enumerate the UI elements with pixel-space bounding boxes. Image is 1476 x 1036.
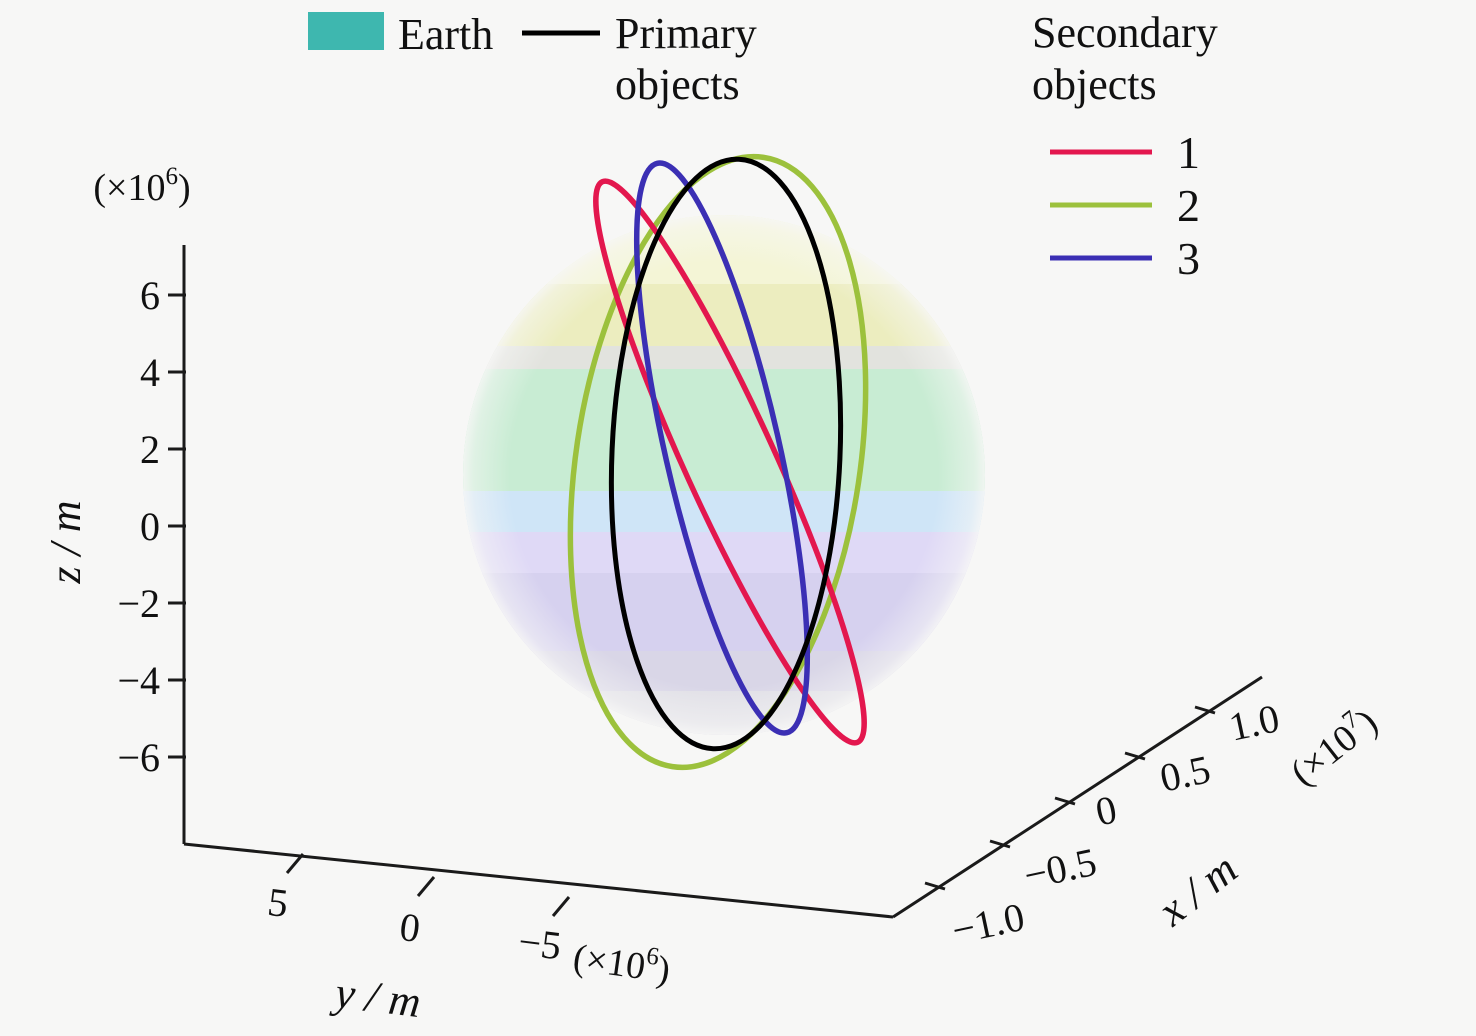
z-axis-title: z / m <box>41 500 90 584</box>
z-scale-exponent: 6 <box>165 163 178 190</box>
earth-rim-shading <box>463 215 985 735</box>
y-tick-mark <box>551 896 571 917</box>
primary-legend-label-line2: objects <box>615 60 740 109</box>
y-scale-close: ) <box>654 948 672 991</box>
primary-legend-label-line1: Primary <box>615 9 757 58</box>
z-axis-scale: (×106) <box>93 163 190 209</box>
orbit-curves <box>567 153 869 771</box>
x-tick-label: 0 <box>1092 786 1121 834</box>
earth-legend-label: Earth <box>398 10 493 59</box>
x-axis-scale: (×107) <box>1281 698 1386 794</box>
z-scale-base: (×10 <box>93 167 165 209</box>
y-tick-mark <box>285 853 305 874</box>
y-axis-title: y / m <box>329 967 424 1027</box>
secondary-2-legend-label: 2 <box>1177 180 1200 231</box>
z-tick-label: −4 <box>117 658 160 703</box>
orbit-secondary-2 <box>567 153 869 771</box>
y-axis-scale: (×106) <box>571 932 674 991</box>
x-axis-line <box>892 675 1263 919</box>
y-tick-mark <box>416 876 436 897</box>
x-tick-label: −1.0 <box>948 894 1028 953</box>
z-tick-label: −6 <box>117 735 160 780</box>
legend: Earth Primary objects Secondary objects … <box>308 8 1218 284</box>
x-axis-title: x / m <box>1148 844 1246 936</box>
y-tick-marks <box>285 853 571 917</box>
x-tick-label: −0.5 <box>1020 839 1100 898</box>
orbit-primary <box>608 156 844 752</box>
x-tick-mark <box>989 839 1011 849</box>
z-tick-label: 2 <box>140 427 160 472</box>
earth-legend-swatch <box>308 12 384 50</box>
orbit-secondary-3 <box>633 160 811 736</box>
z-tick-label: 4 <box>140 350 160 395</box>
z-tick-label: 0 <box>140 504 160 549</box>
x-tick-mark <box>1054 796 1076 806</box>
z-tick-marks <box>168 293 186 759</box>
x-tick-label: 0.5 <box>1156 746 1214 800</box>
y-tick-label: 0 <box>397 904 422 951</box>
y-scale-base: (×10 <box>571 936 648 988</box>
z-scale-close: ) <box>178 167 191 209</box>
secondary-1-legend-label: 1 <box>1177 127 1200 178</box>
y-tick-label: 5 <box>265 879 290 926</box>
x-tick-label: 1.0 <box>1225 695 1283 749</box>
z-tick-label: 6 <box>140 273 160 318</box>
secondary-3-legend-label: 3 <box>1177 233 1200 284</box>
orbit-secondary-1 <box>593 178 867 746</box>
y-tick-label: −5 <box>516 919 564 969</box>
x-tick-mark <box>1194 705 1216 715</box>
x-tick-mark <box>1124 751 1146 761</box>
x-tick-mark <box>924 881 946 891</box>
y-scale-exponent: 6 <box>645 942 661 970</box>
secondary-legend-title-line2: objects <box>1032 60 1157 109</box>
secondary-legend-title-line1: Secondary <box>1032 8 1218 57</box>
z-tick-label: −2 <box>117 581 160 626</box>
x-tick-marks <box>924 705 1216 891</box>
